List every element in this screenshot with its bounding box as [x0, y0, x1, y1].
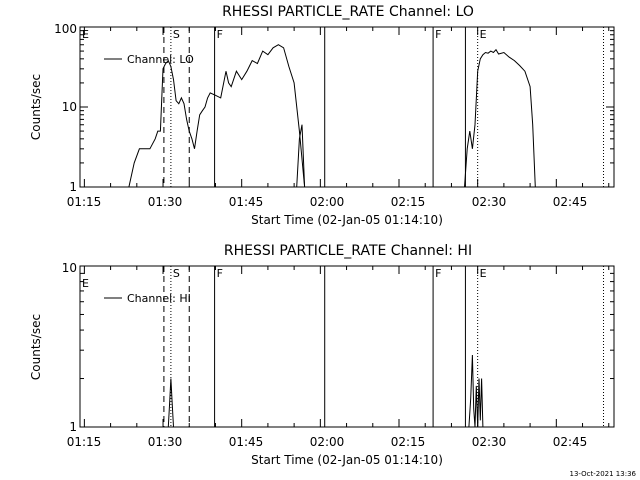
series-line	[128, 44, 306, 188]
y-tick-label: 10	[62, 261, 77, 275]
tick-marks	[80, 265, 614, 428]
x-tick-label: 01:30	[148, 195, 183, 209]
event-marker-label: F	[217, 28, 223, 41]
x-tick-label: 01:45	[229, 435, 264, 449]
x-axis-label: Start Time (02-Jan-05 01:14:10)	[251, 213, 443, 227]
y-axis-label: Counts/sec	[29, 74, 43, 140]
x-tick-label: 02:45	[553, 195, 588, 209]
series-line	[468, 354, 484, 428]
chart-title: RHESSI PARTICLE_RATE Channel: HI	[224, 243, 472, 259]
x-tick-label: 01:15	[67, 435, 102, 449]
event-marker-label: F	[217, 267, 223, 280]
data-series	[167, 354, 484, 428]
x-tick-label: 02:30	[472, 195, 507, 209]
chart-title: RHESSI PARTICLE_RATE Channel: LO	[222, 4, 474, 20]
y-tick-label: 1	[69, 180, 77, 194]
legend-label: Channel: HI	[127, 292, 191, 305]
event-marker-label: S	[173, 267, 180, 280]
generation-timestamp: 13-Oct-2021 13:36	[570, 470, 637, 478]
y-tick-label: 10	[62, 100, 77, 114]
edge-marker-label: E	[82, 277, 89, 290]
x-axis-label: Start Time (02-Jan-05 01:14:10)	[251, 453, 443, 467]
event-marker-label: F	[435, 28, 441, 41]
legend-label: Channel: LO	[127, 53, 194, 66]
y-tick-label: 1	[69, 420, 77, 434]
y-tick-labels: 1 10	[62, 261, 77, 434]
event-marker-label: E	[480, 28, 487, 41]
x-tick-labels: 01:15 01:30 01:45 02:00 02:15 02:30 02:4…	[67, 195, 588, 209]
series-line	[167, 378, 174, 428]
event-marker-label: E	[480, 267, 487, 280]
x-tick-label: 01:15	[67, 195, 102, 209]
x-tick-label: 02:15	[391, 195, 426, 209]
x-tick-label: 02:00	[310, 195, 345, 209]
x-tick-label: 02:15	[391, 435, 426, 449]
y-tick-label: 100	[54, 22, 77, 36]
plot-frame	[79, 265, 615, 428]
y-axis-label: Counts/sec	[29, 314, 43, 380]
x-tick-label: 02:00	[310, 435, 345, 449]
x-tick-label: 02:30	[472, 435, 507, 449]
data-series	[128, 44, 536, 188]
edge-marker-label: E	[82, 28, 89, 41]
event-marker-label: S	[173, 28, 180, 41]
x-tick-label: 02:45	[553, 435, 588, 449]
series-line	[296, 124, 306, 188]
x-tick-labels: 01:15 01:30 01:45 02:00 02:15 02:30 02:4…	[67, 435, 588, 449]
series-line	[464, 48, 536, 188]
y-tick-labels: 1 10 100	[54, 22, 77, 194]
x-tick-label: 01:45	[229, 195, 264, 209]
x-tick-label: 01:30	[148, 435, 183, 449]
event-marker-label: F	[435, 267, 441, 280]
